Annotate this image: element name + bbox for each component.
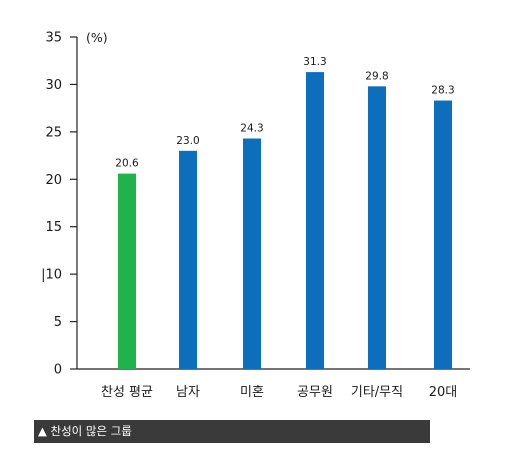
bar (434, 100, 452, 369)
unit-label: (%) (86, 30, 108, 45)
category-label: 미혼 (240, 385, 264, 400)
y-tick-label: 20 (45, 173, 62, 188)
y-tick-label: 5 (54, 315, 62, 330)
y-tick-label: 0 (54, 363, 62, 378)
y-tick-label: 25 (45, 125, 62, 140)
category-label: 기타/무직 (351, 385, 403, 400)
category-label: 공무원 (297, 385, 333, 400)
category-label: 남자 (176, 385, 200, 400)
chart-labels: 20.6 찬성 평균 23.0 남자 24.3 미혼 31.3 공무원 29.8 기타/무직 28.… (101, 56, 457, 400)
data-label: 28.3 (431, 85, 454, 97)
y-tick-label: 35 (45, 31, 62, 46)
category-label: 찬성 평균 (101, 385, 153, 400)
data-label: 29.8 (365, 70, 388, 82)
data-label: 31.3 (303, 56, 326, 68)
y-tick-label: 30 (45, 78, 62, 93)
chart-bars (118, 72, 452, 370)
data-label: 24.3 (240, 122, 263, 134)
bar (306, 72, 324, 370)
bar (179, 150, 197, 369)
bar (118, 173, 136, 369)
data-label: 23.0 (176, 135, 199, 147)
bar (243, 138, 261, 369)
category-label: 20대 (429, 385, 458, 400)
caption-text: ▲ 찬성이 많은 그룹 (38, 424, 132, 438)
y-tick-label: 15 (45, 220, 62, 235)
caption-box: ▲ 찬성이 많은 그룹 (34, 420, 430, 443)
bar (368, 86, 386, 369)
data-label: 20.6 (115, 158, 139, 170)
y-tick-label: |10 (41, 268, 62, 283)
chart-axes: 0 5 |10 15 20 25 30 35 (%) (41, 30, 470, 378)
